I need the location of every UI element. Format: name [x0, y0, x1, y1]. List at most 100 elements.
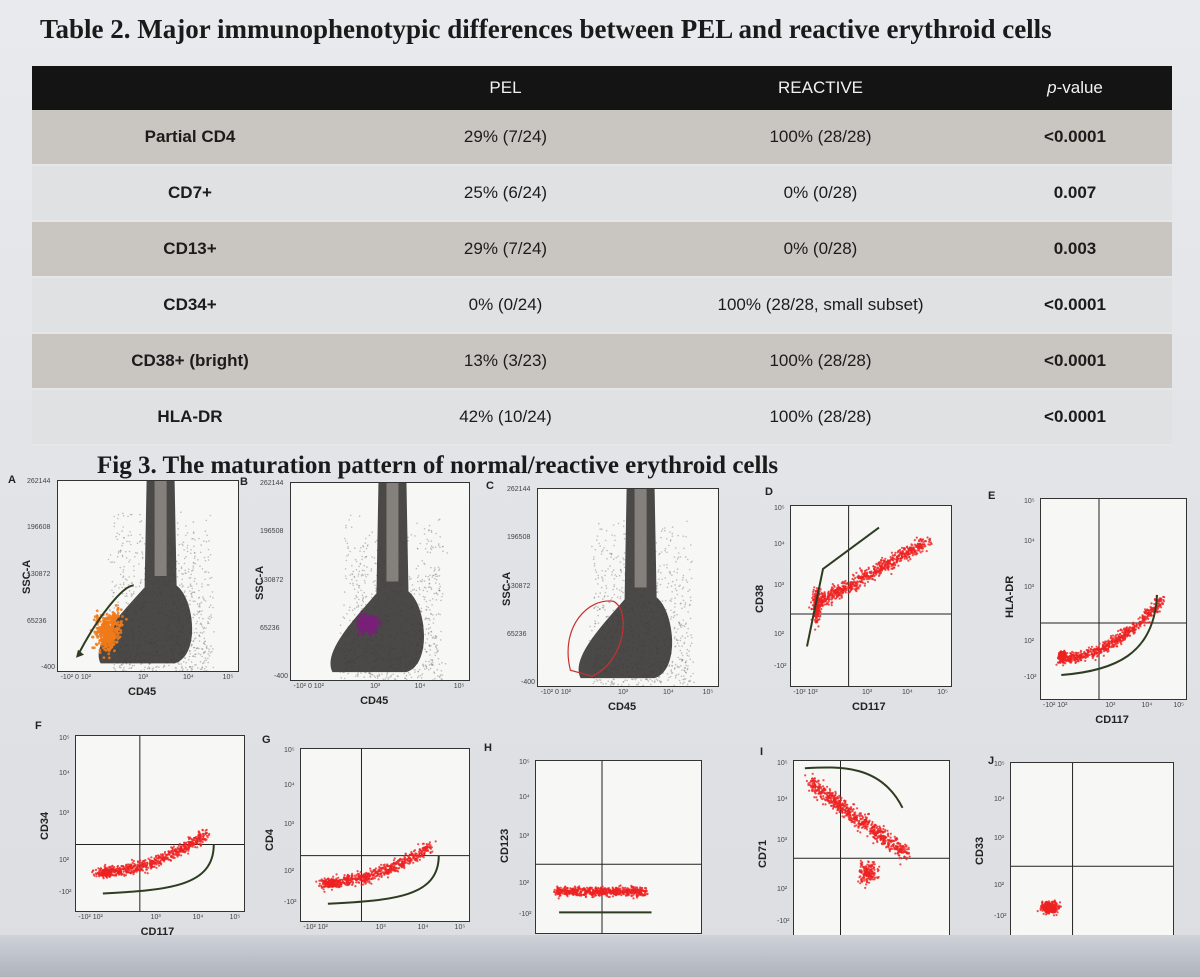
x-tick-label: 10³: [618, 689, 629, 696]
y-tick-label: 196508: [507, 534, 531, 542]
x-tick-label: 10⁴: [1141, 702, 1153, 709]
y-tick-label: 10³: [284, 821, 295, 829]
header-pel: PEL: [348, 66, 663, 110]
x-tick-label: -10² 10²: [1042, 702, 1068, 709]
y-tick-label: 196508: [260, 528, 284, 536]
x-tick-label: 10³: [375, 924, 386, 931]
x-tick-label: 10³: [370, 683, 381, 690]
x-tick-label: 10⁴: [192, 914, 204, 921]
x-tick-label: 10⁴: [414, 683, 426, 690]
table-row: HLA-DR 42% (10/24) 100% (28/28) <0.0001: [32, 389, 1172, 446]
y-tick-label: -10²: [777, 918, 790, 925]
events-red: [91, 828, 211, 880]
y-tick-label: 10²: [284, 867, 295, 875]
maturation-arrow: [1061, 594, 1158, 676]
panel-label: J: [988, 755, 995, 767]
panel-label: E: [988, 490, 996, 502]
x-tick-label: -10² 10²: [78, 914, 103, 921]
events-red: [1036, 899, 1062, 917]
x-tick-label: 10³: [1105, 702, 1116, 709]
x-axis-label: CD117: [852, 701, 886, 713]
panel-label: H: [484, 742, 492, 754]
row-marker: Partial CD4: [32, 110, 348, 166]
flow-plot-i: [793, 760, 950, 942]
x-tick-label: 10⁵: [222, 674, 234, 681]
y-tick-label: 262144: [260, 479, 284, 487]
gate-outline: [567, 600, 624, 677]
x-tick-label: 10⁴: [417, 924, 429, 931]
y-tick-label: -400: [274, 673, 289, 681]
y-tick-label: 10²: [774, 630, 785, 638]
row-pel: 0% (0/24): [348, 277, 663, 334]
maturation-arrow: [102, 844, 215, 895]
arrowhead-icon: [76, 649, 84, 658]
row-pel: 29% (7/24): [348, 110, 663, 166]
flow-plot-h: [535, 760, 702, 934]
y-tick-label: 10³: [59, 809, 70, 817]
row-marker: CD13+: [32, 221, 348, 278]
y-axis-label: CD38: [754, 584, 766, 613]
y-tick-label: 130872: [260, 576, 284, 584]
maturation-arrow: [806, 526, 880, 647]
row-reactive: 0% (0/28): [663, 165, 978, 222]
header-marker: [32, 66, 348, 110]
row-reactive: 100% (28/28): [663, 110, 978, 166]
y-axis-label: HLA-DR: [1004, 575, 1016, 618]
events-red: [808, 536, 933, 631]
header-p-value: p-value: [978, 66, 1172, 110]
events-red: [315, 840, 437, 893]
row-marker: CD34+: [32, 277, 348, 334]
flow-plot-c: [537, 488, 719, 687]
y-tick-label: 10²: [994, 881, 1005, 889]
y-tick-label: -10²: [519, 910, 532, 918]
y-tick-label: 65236: [27, 617, 47, 625]
y-tick-label: -10²: [1024, 674, 1037, 681]
y-axis-label: CD33: [974, 837, 986, 866]
row-pel: 13% (3/23): [348, 333, 663, 390]
y-tick-label: 10²: [1024, 638, 1035, 645]
x-tick-label: 10⁵: [937, 689, 948, 696]
x-tick-label: -10² 0 10²: [293, 683, 324, 690]
row-marker: HLA-DR: [32, 389, 348, 446]
flow-plot-b: [290, 482, 470, 681]
y-tick-label: 10⁵: [777, 759, 788, 767]
y-axis-label: CD71: [757, 839, 769, 868]
y-tick-label: 10³: [774, 582, 785, 589]
y-tick-label: 10³: [519, 833, 530, 841]
plot-canvas: [567, 489, 695, 686]
panel-label: F: [35, 720, 42, 732]
results-table: PEL REACTIVE p-value Partial CD4 29% (7/…: [32, 66, 1172, 446]
x-tick-label: 10³: [862, 689, 873, 696]
x-tick-label: -10² 0 10²: [540, 689, 571, 696]
y-tick-label: 10³: [777, 837, 788, 844]
table-row: CD13+ 29% (7/24) 0% (0/28) 0.003: [32, 221, 1172, 278]
x-tick-label: 10⁴: [183, 674, 194, 681]
events-red: [1055, 594, 1166, 667]
flow-plot-g: [300, 748, 470, 922]
table-title: Table 2. Major immunophenotypic differen…: [40, 14, 1052, 44]
y-tick-label: 10²: [777, 885, 788, 893]
row-p-value: 0.007: [978, 165, 1172, 222]
poster-frame-bottom: [0, 935, 1200, 977]
row-p-value: <0.0001: [978, 110, 1172, 166]
plot-canvas: [1011, 763, 1173, 935]
table-row: Partial CD4 29% (7/24) 100% (28/28) <0.0…: [32, 110, 1172, 166]
x-tick-label: 10³: [150, 914, 161, 921]
y-tick-label: 10⁵: [59, 734, 70, 742]
x-tick-label: 10⁵: [702, 689, 714, 696]
x-tick-label: -10² 10²: [303, 924, 328, 931]
row-p-value: 0.003: [978, 221, 1172, 278]
y-tick-label: 10⁵: [284, 747, 295, 755]
panel-label: G: [262, 734, 271, 746]
density-contour: [578, 489, 673, 679]
row-p-value: <0.0001: [978, 333, 1172, 390]
y-tick-label: -10²: [994, 912, 1007, 920]
y-tick-label: 262144: [507, 485, 531, 493]
table-row: CD7+ 25% (6/24) 0% (0/28) 0.007: [32, 165, 1172, 222]
row-reactive: 100% (28/28, small subset): [663, 277, 978, 334]
x-tick-label: 10³: [138, 674, 149, 681]
y-tick-label: 130872: [507, 582, 531, 590]
y-tick-label: 10⁵: [994, 761, 1005, 769]
table-row: CD38+ (bright) 13% (3/23) 100% (28/28) <…: [32, 333, 1172, 390]
